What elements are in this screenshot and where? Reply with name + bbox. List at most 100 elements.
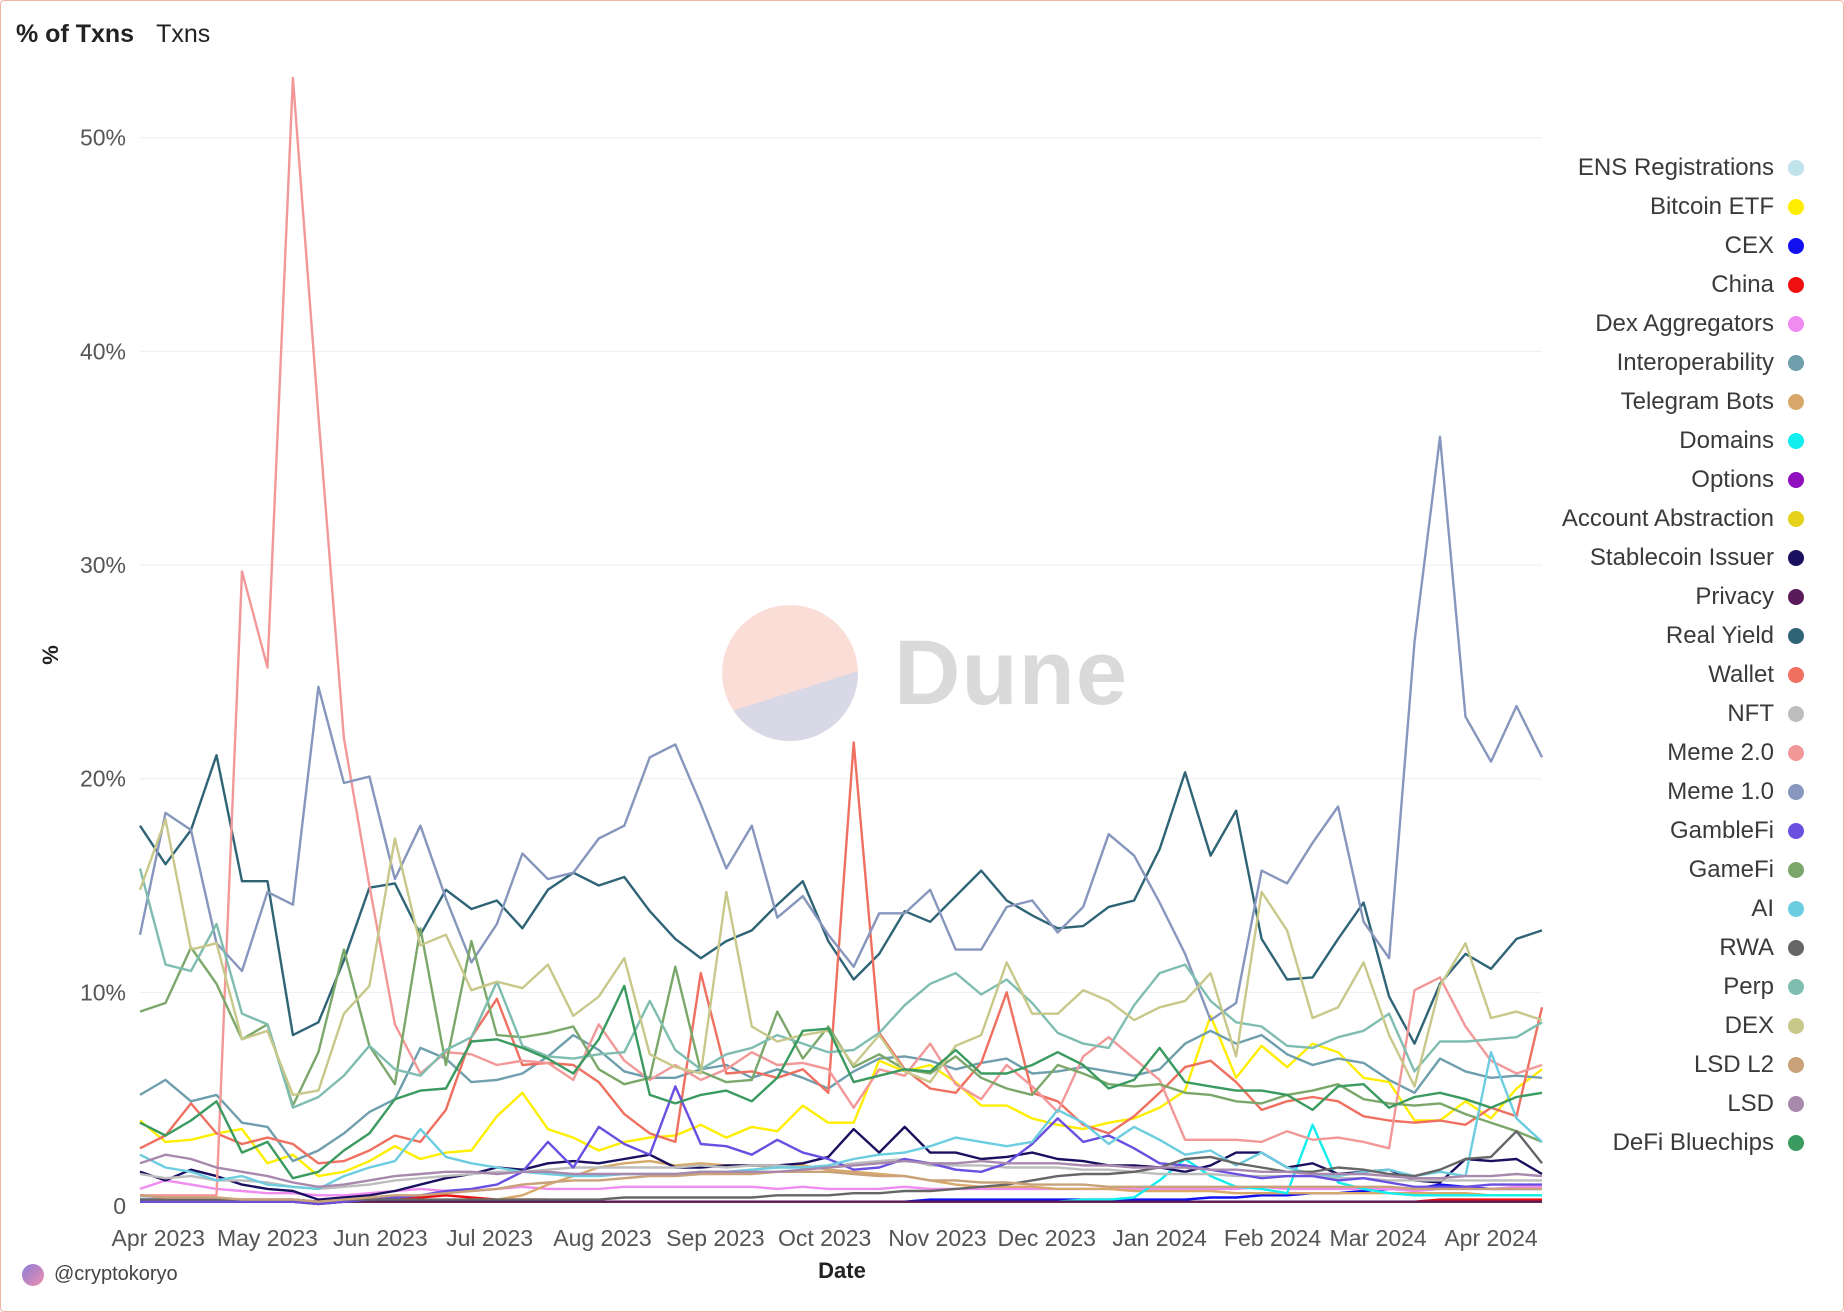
y-tick-label: 50% (80, 125, 126, 151)
legend-swatch (1788, 276, 1804, 293)
legend-swatch (1788, 471, 1804, 488)
legend-item[interactable]: Domains (1504, 421, 1804, 460)
legend-label: China (1711, 270, 1774, 298)
legend-label: Account Abstraction (1561, 504, 1774, 532)
legend-item[interactable]: Wallet (1504, 655, 1804, 694)
legend-label: Privacy (1695, 582, 1774, 610)
legend-item[interactable]: DEX (1504, 1006, 1804, 1045)
legend-item[interactable]: GambleFi (1504, 811, 1804, 850)
legend-swatch (1788, 315, 1804, 332)
legend-swatch (1788, 393, 1804, 410)
x-tick-label: Jun 2023 (333, 1225, 428, 1251)
legend-item[interactable]: Interoperability (1504, 343, 1804, 382)
legend-label: DEX (1724, 1011, 1774, 1039)
legend-swatch (1788, 549, 1804, 566)
legend-item[interactable]: Meme 2.0 (1504, 733, 1804, 772)
series-line-dex-aggregators (139, 1179, 1542, 1197)
legend-swatch (1788, 1095, 1804, 1112)
legend-item[interactable]: Options (1504, 460, 1804, 499)
legend-label: Real Yield (1665, 621, 1774, 649)
legend-item[interactable]: RWA (1504, 928, 1804, 967)
legend-swatch (1788, 237, 1804, 254)
legend-label: GambleFi (1669, 816, 1774, 844)
legend-item[interactable]: GameFi (1504, 850, 1804, 889)
y-tick-label: 0 (113, 1193, 126, 1219)
legend-item[interactable]: Telegram Bots (1504, 382, 1804, 421)
series-line-rwa (140, 1129, 1543, 1203)
series-line-real-yield (138, 754, 1543, 1045)
series-line-dex (138, 818, 1543, 1097)
x-tick-label: Sep 2023 (666, 1225, 764, 1251)
legend-swatch (1788, 1056, 1804, 1073)
series-line-stablecoin-issuer (139, 1125, 1543, 1201)
x-tick-label: Aug 2023 (553, 1225, 651, 1251)
legend-item[interactable]: Account Abstraction (1504, 499, 1804, 538)
avatar (22, 1263, 44, 1286)
x-tick-label: May 2023 (217, 1225, 318, 1251)
legend-item[interactable]: Privacy (1504, 577, 1804, 616)
legend-swatch (1788, 822, 1804, 839)
y-tick-label: 30% (80, 552, 126, 578)
legend-label: LSD (1727, 1089, 1774, 1117)
dune-watermark-text: Dune (894, 621, 1128, 724)
series-line-perp (138, 868, 1543, 1109)
x-tick-label: Nov 2023 (888, 1225, 986, 1251)
legend-swatch (1788, 783, 1804, 800)
y-axis-title: % (38, 645, 63, 665)
legend-swatch (1788, 666, 1804, 683)
legend-item[interactable]: Dex Aggregators (1504, 304, 1804, 343)
author-handle: @cryptokoryo (54, 1263, 178, 1285)
legend-swatch (1788, 354, 1804, 371)
x-tick-label: Mar 2024 (1330, 1225, 1427, 1251)
legend-label: RWA (1719, 933, 1774, 961)
legend-swatch (1788, 705, 1804, 722)
y-tick-label: 10% (80, 979, 126, 1005)
series-line-lsd (139, 1153, 1543, 1189)
series-line-lsd-l2 (139, 1170, 1542, 1203)
legend-label: Telegram Bots (1620, 387, 1774, 415)
legend-item[interactable]: AI (1504, 889, 1804, 928)
legend-item[interactable]: NFT (1504, 694, 1804, 733)
legend-item[interactable]: Meme 1.0 (1504, 772, 1804, 811)
legend-swatch (1788, 432, 1804, 449)
legend-label: LSD L2 (1693, 1050, 1774, 1078)
legend-swatch (1788, 1134, 1804, 1151)
series-line-meme-2-0 (140, 76, 1543, 1197)
dune-logo-icon (722, 605, 858, 741)
legend-swatch (1788, 627, 1804, 644)
legend-item[interactable]: Stablecoin Issuer (1504, 538, 1804, 577)
x-tick-label: Jan 2024 (1112, 1225, 1207, 1251)
legend-swatch (1788, 588, 1804, 605)
legend-label: Stablecoin Issuer (1589, 543, 1774, 571)
legend-label: CEX (1724, 231, 1774, 259)
legend-label: Bitcoin ETF (1649, 192, 1774, 220)
legend-item[interactable]: DeFi Bluechips (1504, 1123, 1804, 1162)
legend-item[interactable]: Real Yield (1504, 616, 1804, 655)
series-line-meme-1-0 (138, 435, 1544, 1022)
legend-label: ENS Registrations (1577, 153, 1774, 181)
legend-label: NFT (1727, 699, 1774, 727)
legend-label: Wallet (1708, 660, 1774, 688)
tab-txns[interactable]: Txns (156, 20, 211, 48)
legend-item[interactable]: China (1504, 265, 1804, 304)
legend-item[interactable]: LSD (1504, 1084, 1804, 1123)
legend-item[interactable]: CEX (1504, 226, 1804, 265)
legend-item[interactable]: Bitcoin ETF (1504, 187, 1804, 226)
view-tabs: % of Txns Txns (16, 20, 210, 49)
legend-label: AI (1751, 894, 1774, 922)
tab-percent-of-txns[interactable]: % of Txns (16, 20, 135, 48)
legend-label: Perp (1723, 972, 1774, 1000)
legend-item[interactable]: ENS Registrations (1504, 148, 1804, 187)
legend-label: Options (1691, 465, 1774, 493)
y-tick-label: 20% (80, 766, 126, 792)
author-credit[interactable]: @cryptokoryo (22, 1263, 178, 1286)
legend-item[interactable]: LSD L2 (1504, 1045, 1804, 1084)
legend-swatch (1788, 1017, 1804, 1034)
legend-item[interactable]: Perp (1504, 967, 1804, 1006)
series-line-interoperability (139, 1029, 1543, 1163)
legend-label: Dex Aggregators (1595, 309, 1774, 337)
x-tick-label: Dec 2023 (998, 1225, 1096, 1251)
series-line-privacy (140, 1200, 1542, 1206)
legend-label: DeFi Bluechips (1612, 1128, 1774, 1156)
